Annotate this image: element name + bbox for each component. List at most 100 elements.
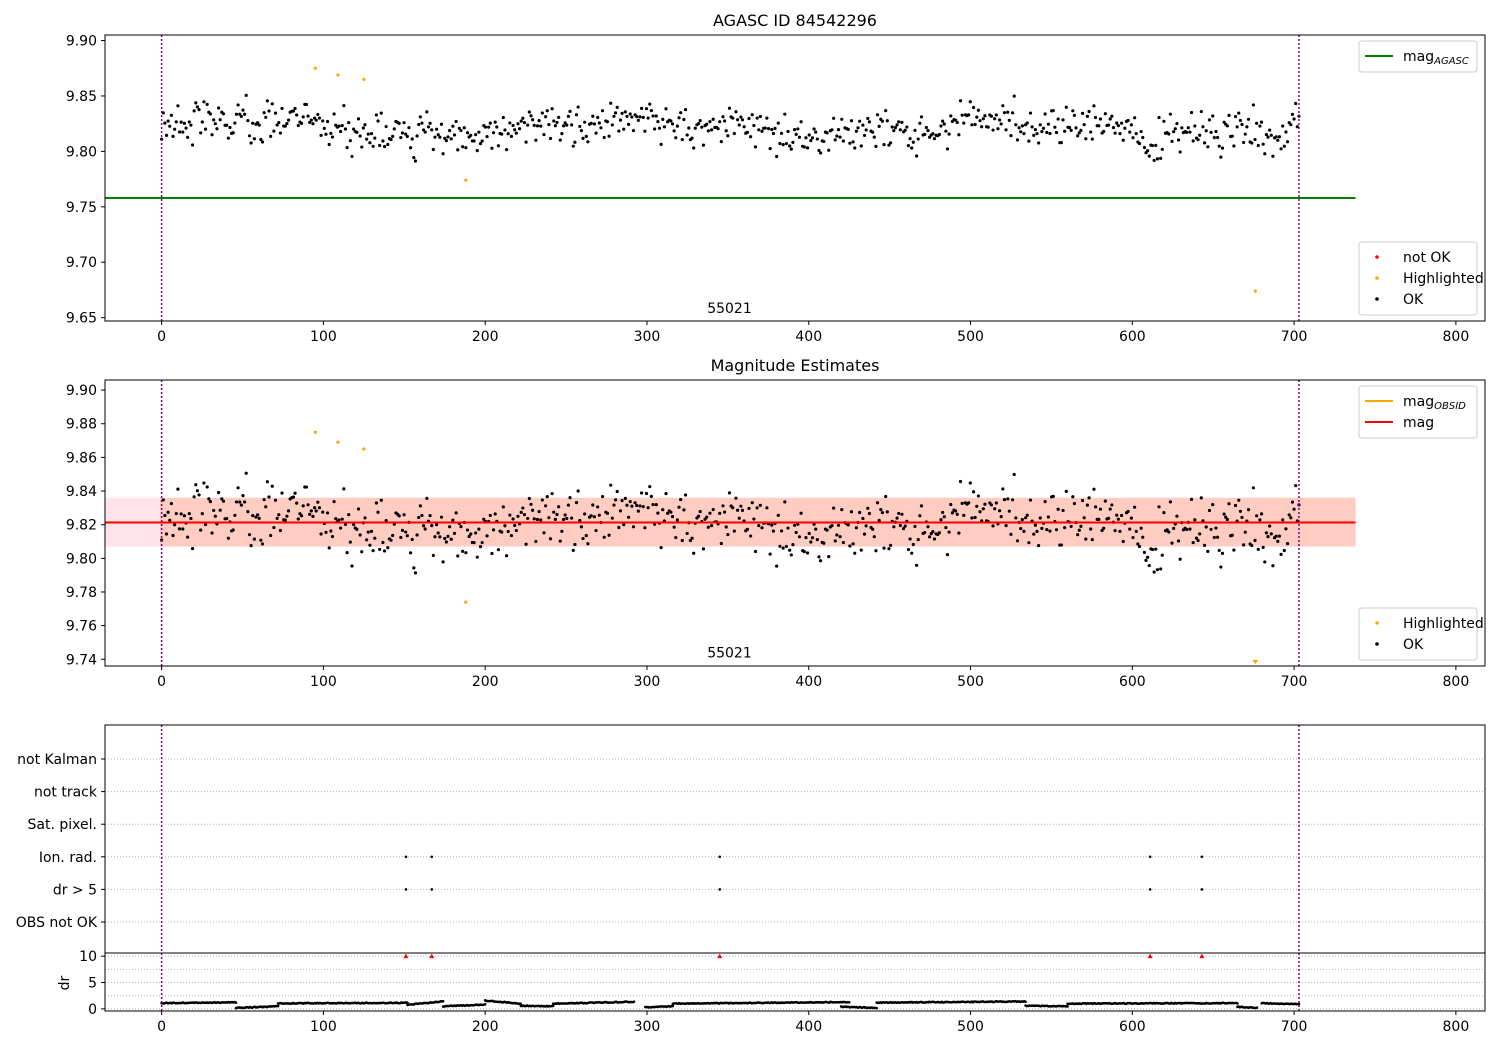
ok-estimate-point bbox=[848, 544, 852, 548]
ok-estimate-point bbox=[726, 532, 730, 537]
ok-estimate-point bbox=[825, 528, 829, 532]
ok-estimate-point bbox=[602, 535, 606, 539]
ok-estimate-point bbox=[1045, 528, 1049, 532]
ok-point bbox=[1230, 134, 1234, 138]
ok-estimate-point bbox=[421, 524, 426, 528]
dr-offscale-marker bbox=[403, 953, 409, 959]
ok-point bbox=[675, 124, 680, 128]
ok-estimate-point bbox=[566, 503, 570, 507]
ok-estimate-point bbox=[374, 501, 378, 505]
ok-point bbox=[558, 138, 562, 142]
ok-estimate-point bbox=[1290, 500, 1295, 504]
ok-estimate-point bbox=[382, 549, 387, 553]
ok-estimate-point bbox=[706, 525, 710, 529]
ok-point bbox=[802, 145, 806, 149]
ok-estimate-point bbox=[939, 518, 943, 522]
highlighted-estimate-point bbox=[313, 430, 317, 434]
ok-estimate-point bbox=[465, 528, 470, 532]
ok-estimate-point bbox=[417, 515, 421, 520]
ok-estimate-point bbox=[1056, 507, 1060, 511]
ok-point bbox=[960, 113, 964, 117]
ok-point bbox=[496, 144, 501, 148]
ok-estimate-point bbox=[1211, 503, 1215, 507]
ok-estimate-point bbox=[438, 535, 442, 539]
ok-estimate-point bbox=[682, 508, 686, 512]
ok-estimate-point bbox=[273, 498, 278, 502]
ok-point bbox=[347, 120, 351, 125]
ok-estimate-point bbox=[626, 515, 631, 519]
ok-point bbox=[853, 146, 857, 150]
ok-point bbox=[981, 117, 985, 121]
point-status-legend: not OK Highlighted OK bbox=[1358, 241, 1484, 316]
ok-point bbox=[975, 115, 979, 119]
x-tick-label: 300 bbox=[634, 329, 661, 345]
x-tick-label: 700 bbox=[1281, 1019, 1308, 1035]
ok-point bbox=[631, 129, 636, 133]
dr-point bbox=[1236, 1002, 1239, 1005]
y-tick-label: 5 bbox=[88, 976, 97, 992]
ok-estimate-point bbox=[216, 490, 221, 495]
ok-estimate-point bbox=[576, 489, 580, 493]
ok-estimate-point bbox=[1193, 518, 1197, 522]
ok-point bbox=[1168, 112, 1173, 116]
highlighted-point bbox=[464, 178, 468, 182]
ok-point bbox=[701, 143, 706, 147]
ok-estimate-point bbox=[189, 516, 193, 521]
ok-estimate-point bbox=[249, 543, 253, 548]
ok-point bbox=[308, 120, 312, 125]
ok-estimate-point bbox=[1103, 499, 1107, 503]
ok-point bbox=[737, 123, 741, 127]
ok-point bbox=[348, 139, 352, 143]
ok-point bbox=[620, 111, 624, 115]
ok-point bbox=[882, 143, 886, 147]
ok-estimate-point bbox=[316, 500, 320, 504]
ok-point bbox=[1139, 129, 1143, 134]
ok-point bbox=[405, 134, 409, 139]
ok-point bbox=[485, 134, 489, 139]
ok-point bbox=[456, 148, 460, 152]
ok-estimate-point bbox=[368, 543, 372, 547]
ok-estimate-point bbox=[1284, 527, 1288, 531]
ok-point bbox=[1103, 112, 1107, 116]
ok-estimate-point bbox=[301, 504, 305, 508]
ok-estimate-point bbox=[957, 531, 961, 535]
ok-point bbox=[278, 131, 283, 135]
ok-estimate-point bbox=[613, 498, 618, 502]
ok-estimate-point bbox=[583, 512, 587, 516]
ok-point bbox=[1243, 132, 1247, 136]
ok-point bbox=[747, 116, 751, 121]
ok-estimate-point bbox=[452, 531, 457, 535]
ok-estimate-point bbox=[734, 496, 738, 500]
ok-estimate-point bbox=[295, 501, 299, 505]
ok-estimate-point bbox=[1152, 570, 1156, 574]
ok-point bbox=[749, 135, 753, 139]
ok-point bbox=[932, 137, 937, 141]
ok-point bbox=[1129, 123, 1133, 127]
ok-estimate-point bbox=[1028, 498, 1033, 502]
ok-point bbox=[1256, 143, 1260, 148]
ok-point bbox=[1004, 128, 1008, 132]
ok-point bbox=[1141, 135, 1145, 140]
ok-estimate-point bbox=[509, 533, 514, 538]
ok-estimate-point bbox=[527, 496, 531, 501]
ok-estimate-point bbox=[550, 492, 554, 496]
y-tick-label: 9.85 bbox=[66, 89, 97, 105]
ok-estimate-point bbox=[241, 494, 245, 498]
ok-point bbox=[1048, 131, 1052, 136]
y-tick-label: 9.86 bbox=[66, 450, 97, 466]
ok-point bbox=[1001, 104, 1005, 108]
ok-point bbox=[1051, 108, 1055, 113]
ok-point bbox=[1258, 124, 1262, 128]
ok-point bbox=[1054, 130, 1059, 135]
ok-point bbox=[888, 141, 893, 145]
ok-estimate-point bbox=[740, 508, 745, 513]
ok-point bbox=[579, 129, 584, 133]
ok-point bbox=[311, 122, 315, 126]
ok-estimate-point bbox=[799, 511, 803, 515]
ok-estimate-point bbox=[781, 546, 785, 550]
ok-estimate-point bbox=[1199, 496, 1203, 500]
ok-estimate-point bbox=[425, 496, 429, 500]
ok-point bbox=[679, 111, 683, 115]
ok-estimate-point bbox=[955, 512, 959, 516]
ok-estimate-point bbox=[709, 524, 714, 528]
